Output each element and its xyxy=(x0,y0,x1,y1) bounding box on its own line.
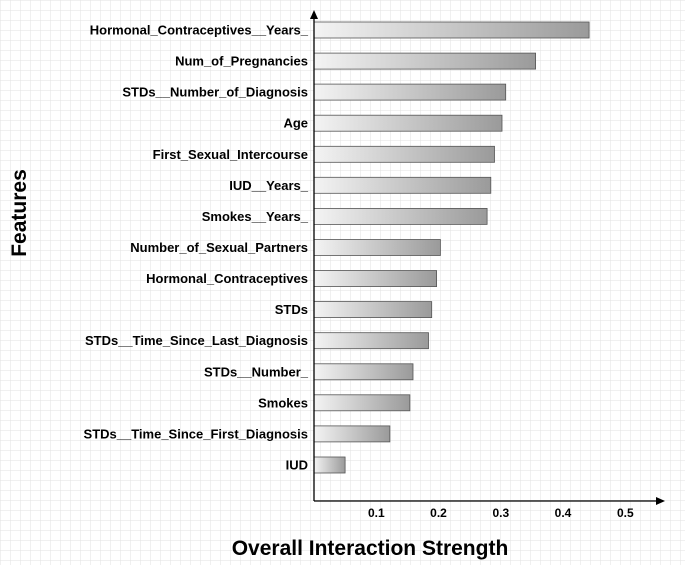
category-label: Smokes xyxy=(258,395,308,410)
bar-stds-time-since-first-diagnosis xyxy=(313,425,391,443)
category-label: Hormonal_Contraceptives__Years_ xyxy=(90,23,309,38)
category-label: STDs__Time_Since_First_Diagnosis xyxy=(84,426,308,441)
bar-stds-time-since-last-diagnosis xyxy=(313,332,429,350)
category-label: Smokes__Years_ xyxy=(202,209,309,224)
category-labels: Hormonal_Contraceptives__Years_ Num_of_Pr… xyxy=(84,23,309,473)
bar-stds-number xyxy=(313,363,414,381)
x-tick-label: 0.5 xyxy=(617,506,634,520)
category-label: Num_of_Pregnancies xyxy=(175,54,308,69)
bar-num-of-pregnancies xyxy=(313,52,537,70)
category-label: STDs__Number_of_Diagnosis xyxy=(122,85,308,100)
y-axis-arrow-icon xyxy=(310,10,318,19)
category-label: Hormonal_Contraceptives xyxy=(146,271,308,286)
x-tick-label: 0.3 xyxy=(492,506,509,520)
axes xyxy=(310,10,665,505)
bar-first-sexual-intercourse xyxy=(313,145,495,163)
bar-hormonal-contraceptives xyxy=(313,270,437,288)
category-label: Age xyxy=(283,116,308,131)
bar-age xyxy=(313,114,503,132)
category-label: Number_of_Sexual_Partners xyxy=(130,240,308,255)
category-label: STDs xyxy=(275,302,308,317)
bar-stds-number-of-diagnosis xyxy=(313,83,507,101)
category-label: STDs__Number_ xyxy=(204,364,309,379)
bar-smokes xyxy=(313,394,411,412)
bar-stds xyxy=(313,301,433,319)
bar-iud-years xyxy=(313,176,492,194)
y-axis-title: Features xyxy=(8,169,31,257)
x-tick-labels: 0.1 0.2 0.3 0.4 0.5 xyxy=(368,506,634,520)
category-label: IUD__Years_ xyxy=(229,178,309,193)
x-tick-label: 0.1 xyxy=(368,506,385,520)
bar-number-of-sexual-partners xyxy=(313,239,441,256)
bar-iud xyxy=(313,456,346,474)
category-label: First_Sexual_Intercourse xyxy=(153,147,308,162)
x-tick-label: 0.4 xyxy=(555,506,572,520)
bar-smokes-years xyxy=(313,207,488,225)
x-axis-arrow-icon xyxy=(656,497,665,505)
bar-hormonal-contraceptives-years xyxy=(313,21,590,39)
category-label: STDs__Time_Since_Last_Diagnosis xyxy=(85,333,308,348)
category-label: IUD xyxy=(286,458,308,473)
x-tick-label: 0.2 xyxy=(430,506,447,520)
x-axis-title: Overall Interaction Strength xyxy=(232,537,509,560)
